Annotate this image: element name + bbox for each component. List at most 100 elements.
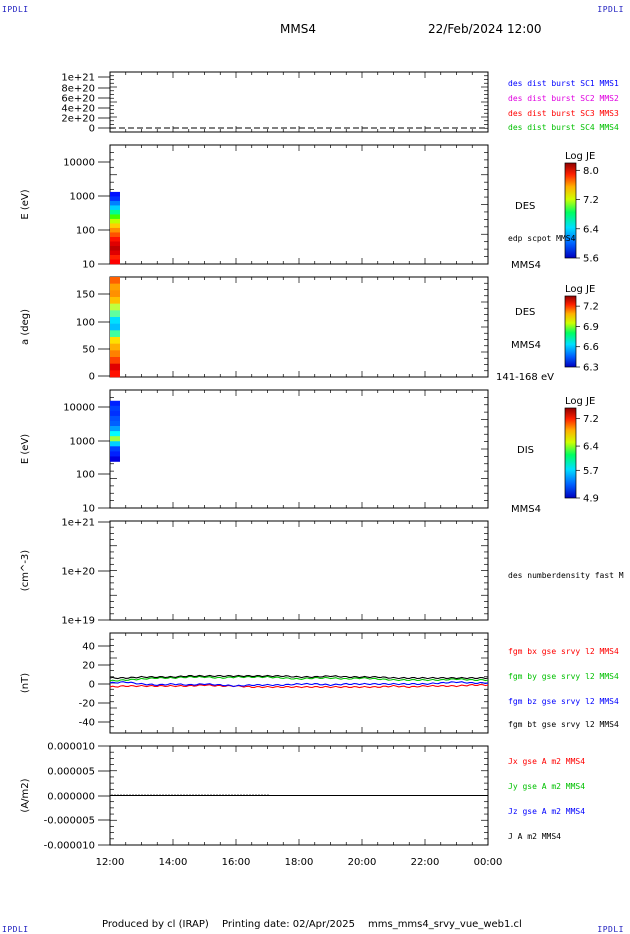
des-energy-cell (110, 191, 120, 197)
side-label-scpot: edp scpot MMS4 (508, 234, 576, 243)
x-tick-label: 18:00 (285, 857, 314, 868)
panel-2-minor-ticks (110, 144, 488, 265)
des-energy-cell (110, 196, 120, 202)
dis-energy-cell (110, 446, 120, 452)
y-tick-label: 4e+20 (61, 104, 95, 115)
des-energy-cell (110, 205, 120, 211)
colorbar-tick-label: 6.4 (583, 442, 599, 453)
colorbar-tick-label: 5.7 (583, 466, 599, 477)
corner-mark-bottom-left: IPDLI (2, 925, 29, 934)
footer-filename: mms_mms4_srvy_vue_web1.cl (368, 919, 522, 930)
des-energy-cell (110, 245, 120, 251)
series-line (109, 681, 489, 687)
y-axis-label: (cm^-3) (20, 550, 31, 591)
colorbar-title: Log JE (565, 396, 595, 407)
y-tick-label: -20 (79, 699, 95, 710)
series-line (109, 675, 489, 682)
y-tick-label: 1000 (70, 192, 95, 203)
y-tick-label: 10 (82, 504, 95, 515)
corner-mark-top-right: IPDLI (597, 5, 624, 14)
dis-energy-cell (110, 441, 120, 447)
des-pitch-cell (110, 283, 120, 291)
colorbar-tick-label: 6.4 (583, 224, 599, 235)
panel-frame-5 (109, 520, 489, 621)
colorbar-tick-label: 6.6 (583, 342, 599, 353)
panel-1-x-ticks (109, 72, 489, 132)
y-tick-label: 150 (76, 290, 95, 301)
des-energy-cell (110, 259, 120, 265)
panel-frame-4 (109, 389, 489, 509)
colorbar-tick-label: 7.2 (583, 302, 599, 313)
dis-energy-cell (110, 431, 120, 437)
side-label-mms4: MMS4 (511, 504, 541, 515)
legend-entry: fgm bx gse srvy l2 MMS4 (508, 647, 619, 656)
side-label-energy-band: 141-168 eV (496, 372, 554, 383)
legend-entry: Jz gse A m2 MMS4 (508, 807, 585, 816)
y-tick-label: 100 (76, 318, 95, 329)
des-energy-cell (110, 236, 120, 242)
legend-entry: fgm bt gse srvy l2 MMS4 (508, 720, 619, 729)
des-pitch-cell (110, 343, 120, 351)
colorbar-tick-label: 8.0 (583, 166, 599, 177)
des-energy-cell (110, 254, 120, 260)
footer-producer: Produced by cl (IRAP) (102, 919, 209, 930)
y-tick-label: 0 (89, 372, 95, 383)
corner-mark-bottom-right: IPDLI (597, 925, 624, 934)
y-axis-label: (A/m2) (20, 778, 31, 812)
colorbar (564, 407, 577, 499)
des-pitch-cell (110, 330, 120, 338)
panel-4-x-ticks (109, 390, 489, 508)
colorbar (564, 295, 577, 368)
y-axis-label: E (eV) (20, 434, 31, 464)
panel-5-x-ticks (109, 521, 489, 620)
y-tick-label: 1e+19 (61, 616, 95, 627)
y-tick-label: 1e+21 (61, 518, 95, 529)
des-energy-cell (110, 209, 120, 215)
dis-energy-cell (110, 451, 120, 457)
side-label-des: DES (515, 307, 535, 318)
des-energy-cell (110, 227, 120, 233)
dis-energy-cell (110, 415, 120, 422)
dis-energy-cell (110, 405, 120, 412)
side-label-mms4: MMS4 (511, 260, 541, 271)
panel-7-x-ticks (109, 746, 489, 845)
y-tick-label: 0.000005 (47, 767, 95, 778)
y-tick-label: 6e+20 (61, 94, 95, 105)
y-tick-label: 1e+20 (61, 567, 95, 578)
dis-energy-cell (110, 410, 120, 417)
legend-entry: des dist burst SC2 MMS2 (508, 94, 619, 103)
des-energy-cell (110, 218, 120, 224)
legend-entry: Jy gse A m2 MMS4 (508, 782, 585, 791)
y-tick-label: 0.000010 (47, 742, 95, 753)
legend-entry: des dist burst SC3 MMS3 (508, 109, 619, 118)
des-pitch-cell (110, 370, 120, 378)
side-label-mms4: MMS4 (511, 340, 541, 351)
side-label-dis: DIS (517, 445, 534, 456)
des-energy-cell (110, 241, 120, 247)
des-pitch-cell (110, 290, 120, 298)
datetime-title: 22/Feb/2024 12:00 (428, 22, 542, 36)
dis-energy-cell (110, 421, 120, 427)
panel-1-minor-ticks (110, 71, 488, 133)
panel-6-minor-ticks (110, 632, 488, 734)
y-tick-label: -0.000010 (44, 841, 95, 852)
x-tick-label: 16:00 (222, 857, 251, 868)
dis-energy-cell (110, 426, 120, 432)
y-tick-label: 10 (82, 260, 95, 271)
panel-3-minor-ticks (110, 276, 488, 378)
y-axis-label: a (deg) (20, 309, 31, 345)
x-tick-label: 22:00 (411, 857, 440, 868)
des-pitch-cell (110, 303, 120, 311)
series-line (109, 683, 489, 689)
des-pitch-cell (110, 297, 120, 304)
legend-entry: fgm by gse srvy l2 MMS4 (508, 672, 619, 681)
dis-energy-cell (110, 436, 120, 442)
des-energy-cell (110, 232, 120, 238)
colorbar-tick-label: 4.9 (583, 494, 599, 505)
y-tick-label: 10000 (63, 158, 95, 169)
y-tick-label: 50 (82, 345, 95, 356)
colorbar-title: Log JE (565, 284, 595, 295)
y-axis-label: E (eV) (20, 189, 31, 219)
legend-entry: J A m2 MMS4 (508, 832, 561, 841)
